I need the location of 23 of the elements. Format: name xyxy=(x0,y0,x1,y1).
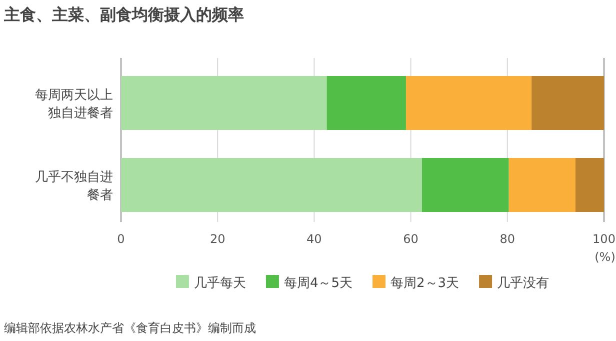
x-tick-label: 80 xyxy=(500,232,516,246)
bar xyxy=(121,158,422,212)
x-tick-label: 0 xyxy=(117,232,125,246)
bar xyxy=(532,76,604,130)
legend-label: 每周4～5天 xyxy=(284,276,352,291)
bar xyxy=(508,158,576,212)
y-tick-label: 几乎不独自进餐者 xyxy=(35,170,113,203)
bar xyxy=(422,158,509,212)
x-tick-label: 20 xyxy=(210,232,226,246)
x-tick-label: 100 xyxy=(592,232,616,246)
bar xyxy=(121,76,327,130)
legend-label: 几乎没有 xyxy=(497,276,550,291)
bar xyxy=(326,76,406,130)
x-axis-title: (%) xyxy=(594,250,616,264)
x-tick-label: 60 xyxy=(403,232,418,246)
bar xyxy=(406,76,532,130)
y-tick-label: 每周两天以上独自进餐者 xyxy=(35,88,113,121)
x-tick-label: 40 xyxy=(306,232,322,246)
bar xyxy=(576,158,604,212)
legend-label: 每周2～3天 xyxy=(390,276,460,291)
chart-title: 主食、主菜、副食均衡摄入的频率 xyxy=(3,5,244,24)
legend-label: 几乎每天 xyxy=(194,276,246,291)
text: 编辑部依据农林水产省《食育白皮书》编制而成 xyxy=(4,321,256,335)
